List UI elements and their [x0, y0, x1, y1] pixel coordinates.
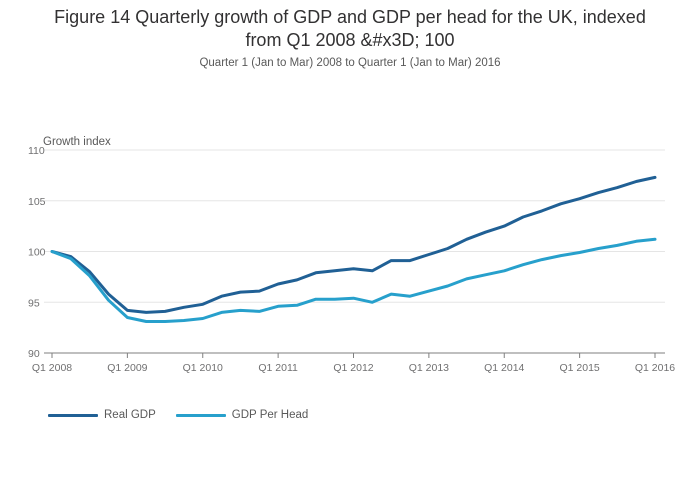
legend-swatch	[48, 413, 98, 417]
x-tick-label: Q1 2009	[107, 362, 147, 374]
x-tick-label: Q1 2013	[409, 362, 449, 374]
legend-label: Real GDP	[104, 409, 156, 421]
x-axis: Q1 2008 Q1 2009 Q1 2010 Q1 2011 Q1 2012 Q1 20…	[32, 352, 675, 374]
y-tick-label: 95	[28, 297, 40, 309]
x-tick-label: Q1 2011	[258, 362, 298, 374]
series-line-2	[50, 237, 657, 323]
x-tick-label: Q1 2014	[484, 362, 524, 374]
y-tick-label: 100	[28, 247, 46, 259]
x-tick-label: Q1 2010	[183, 362, 223, 374]
legend: Real GDP GDP Per Head	[48, 409, 328, 421]
y-axis-label: Growth index	[43, 136, 111, 148]
chart-title: Figure 14 Quarterly growth of GDP and GD…	[54, 7, 646, 50]
x-tick-label: Q1 2015	[559, 362, 599, 374]
legend-item[interactable]: GDP Per Head	[175, 409, 309, 421]
y-tick-label: 90	[28, 348, 40, 360]
x-tick-label: Q1 2012	[333, 362, 373, 374]
legend-label: GDP Per Head	[231, 409, 309, 421]
gridlines	[44, 149, 665, 303]
y-tick-label: 110	[28, 145, 45, 157]
y-tick-label: 105	[28, 196, 46, 208]
legend-item[interactable]: Real GDP	[48, 409, 156, 421]
y-axis-ticks: 90 95 100 105 110	[28, 145, 46, 360]
x-tick-label: Q1 2016	[635, 362, 675, 374]
x-tick-label: Q1 2008	[32, 362, 72, 374]
chart-subtitle: Quarter 1 (Jan to Mar) 2008 to Quarter 1…	[199, 57, 501, 69]
legend-swatch	[175, 413, 226, 417]
series-line-1	[50, 175, 657, 314]
series-lines	[50, 175, 657, 323]
